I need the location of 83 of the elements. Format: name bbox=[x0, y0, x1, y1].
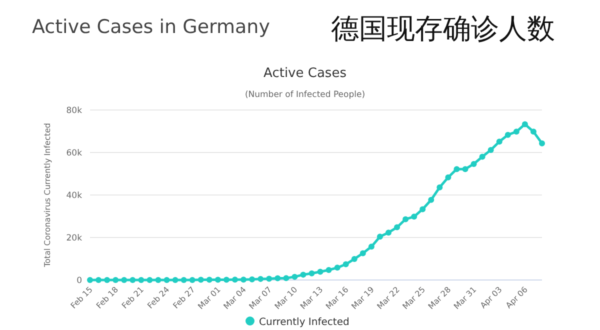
point bbox=[189, 277, 196, 283]
point bbox=[223, 276, 230, 283]
point bbox=[513, 128, 520, 135]
point bbox=[266, 276, 272, 282]
point bbox=[214, 276, 221, 283]
point bbox=[342, 261, 349, 268]
point bbox=[317, 268, 324, 275]
point bbox=[300, 272, 306, 278]
point bbox=[146, 277, 153, 283]
point bbox=[445, 174, 452, 180]
point bbox=[155, 277, 162, 283]
point bbox=[351, 256, 358, 262]
point bbox=[436, 184, 443, 190]
point bbox=[334, 264, 340, 271]
x-tick-label: Feb 27 bbox=[171, 285, 197, 310]
point bbox=[462, 166, 468, 172]
text: 德国现存确诊人数 bbox=[331, 12, 555, 45]
x-tick-label: Mar 16 bbox=[324, 285, 350, 312]
point bbox=[504, 132, 511, 138]
point bbox=[198, 276, 204, 283]
point bbox=[326, 267, 332, 274]
point bbox=[488, 146, 494, 153]
x-tick-label: Mar 01 bbox=[196, 285, 222, 312]
x-tick-label: Mar 04 bbox=[222, 285, 248, 312]
point bbox=[180, 277, 187, 283]
point bbox=[112, 277, 119, 283]
point bbox=[539, 140, 545, 146]
chart-subtitle: (Number of Infected People) bbox=[244, 90, 366, 100]
text: Active Cases in Germany bbox=[32, 16, 270, 38]
x-tick-label: Mar 22 bbox=[375, 285, 402, 312]
point bbox=[479, 154, 486, 160]
point bbox=[172, 277, 178, 283]
point bbox=[96, 277, 102, 283]
point bbox=[360, 250, 366, 256]
y-tick-label: 0 bbox=[76, 276, 82, 286]
point bbox=[402, 216, 409, 222]
point bbox=[121, 277, 128, 283]
x-tick-label: Mar 07 bbox=[247, 285, 274, 312]
point bbox=[232, 276, 238, 283]
point bbox=[385, 230, 392, 236]
x-tick-label: Mar 19 bbox=[350, 285, 376, 312]
x-tick-label: Apr 06 bbox=[504, 285, 530, 310]
chart-title: Active Cases bbox=[264, 66, 347, 81]
x-tick-label: Feb 21 bbox=[120, 285, 146, 310]
point bbox=[530, 128, 536, 135]
x-tick-label: Feb 15 bbox=[69, 285, 94, 310]
point bbox=[130, 277, 136, 283]
x-tick-label: Mar 25 bbox=[400, 285, 428, 312]
point bbox=[420, 206, 426, 212]
point bbox=[249, 276, 256, 282]
point bbox=[428, 196, 434, 203]
point bbox=[138, 277, 144, 283]
point bbox=[522, 121, 528, 128]
point bbox=[470, 160, 477, 167]
point bbox=[394, 224, 400, 230]
x-tick-label: Feb 18 bbox=[94, 285, 120, 310]
point bbox=[258, 276, 264, 282]
point bbox=[206, 276, 212, 283]
y-axis-title: Total Coronavirus Currently Infected bbox=[43, 123, 52, 268]
point bbox=[87, 277, 93, 283]
x-tick-label: Mar 10 bbox=[273, 285, 300, 312]
x-tick-label: Feb 24 bbox=[146, 285, 172, 310]
x-tick-label: Apr 03 bbox=[478, 285, 504, 310]
point bbox=[308, 270, 315, 276]
legend-label: Currently Infected bbox=[259, 317, 350, 328]
point bbox=[368, 244, 374, 250]
point bbox=[283, 275, 290, 282]
y-tick-label: 40k bbox=[66, 191, 82, 201]
point bbox=[292, 274, 298, 280]
x-tick-label: Mar 28 bbox=[426, 285, 453, 312]
x-tick-label: Mar 13 bbox=[298, 285, 325, 312]
point bbox=[454, 166, 460, 172]
point bbox=[496, 138, 502, 145]
x-tick-label: Mar 31 bbox=[452, 285, 478, 312]
y-tick-label: 20k bbox=[66, 234, 82, 244]
y-tick-label: 60k bbox=[66, 148, 82, 158]
point bbox=[376, 234, 383, 240]
point bbox=[164, 277, 170, 283]
point bbox=[411, 214, 418, 220]
point bbox=[240, 276, 247, 283]
point bbox=[274, 275, 281, 282]
point bbox=[104, 277, 110, 283]
y-tick-label: 80k bbox=[66, 106, 82, 116]
